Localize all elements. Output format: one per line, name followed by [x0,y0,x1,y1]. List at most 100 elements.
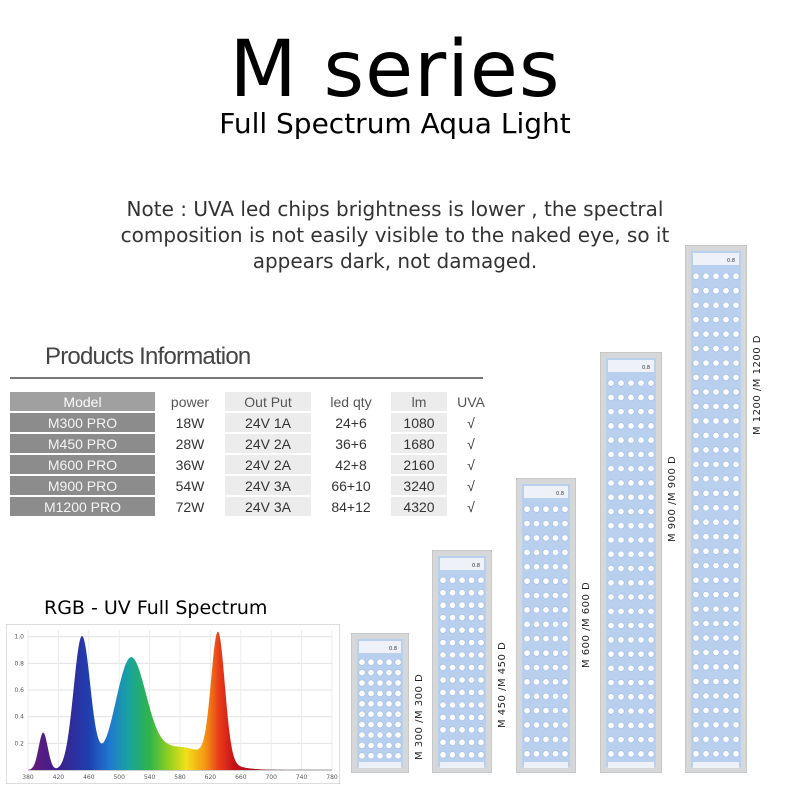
led-chip [385,658,393,666]
led-chip [627,450,635,458]
led-chip [542,577,550,585]
led-chip [561,707,569,715]
led-chip [637,750,645,758]
led-chip [732,518,740,526]
led-chip [607,536,615,544]
x-tick-label: 380 [22,774,34,781]
led-chip [477,676,485,684]
led-chip [448,726,456,734]
led-chip [627,607,635,615]
fixture-body: 0.8 [684,244,748,774]
led-chip [367,700,375,708]
led-chip [439,626,447,634]
led-chip [722,706,730,714]
led-chip [477,589,485,597]
led-chip [439,639,447,647]
led-chip [607,436,615,444]
led-chip [448,576,456,584]
led-chip [385,721,393,729]
led-chip [542,664,550,672]
table-row: M600 PRO 36W 24V 2A 42+8 2160 √ [10,455,495,474]
led-chip [637,621,645,629]
led-chip [702,591,710,599]
led-chip [439,751,447,759]
led-chip [607,379,615,387]
led-chip [712,576,720,584]
led-chip [542,548,550,556]
led-chip [627,522,635,530]
led-chip [627,508,635,516]
led-chip [561,692,569,700]
led-chip [523,721,531,729]
led-chip [732,359,740,367]
led-chip [692,648,700,656]
led-chip [477,713,485,721]
led-chip [692,345,700,353]
led-chip [532,577,540,585]
led-chip [458,651,466,659]
led-chip [722,272,730,280]
led-chip [467,614,475,622]
x-tick-label: 620 [205,774,217,781]
led-chip [722,547,730,555]
led-chip [647,621,655,629]
led-chip [722,518,730,526]
led-chip [542,678,550,686]
led-chip [637,721,645,729]
led-chip [732,692,740,700]
led-chip [523,606,531,614]
led-chip [702,489,710,497]
led-chip [385,679,393,687]
led-chip [712,504,720,512]
products-heading: Products Information [45,343,251,370]
led-chip [732,388,740,396]
led-chip [722,677,730,685]
led-chip [542,635,550,643]
led-chip [637,593,645,601]
led-chip [385,689,393,697]
led-chip [458,639,466,647]
led-chip [647,607,655,615]
led-chip [394,710,402,718]
fixture-header-plate [440,558,484,570]
page-title: M series [229,25,561,115]
fixture-badge: 0.8 [472,563,480,569]
led-chip [551,721,559,729]
led-chip [647,664,655,672]
led-chip [532,649,540,657]
led-chip [702,504,710,512]
table-cell: 24V 2A [225,434,311,453]
led-chip [477,576,485,584]
led-chip [394,669,402,677]
table-cell: 84+12 [331,498,371,515]
led-chip [702,403,710,411]
led-chip [617,522,625,530]
led-chip [722,562,730,570]
led-chip [448,751,456,759]
led-chip [385,752,393,760]
led-chip [627,550,635,558]
y-tick-label: 0.8 [14,660,24,667]
led-chip [722,475,730,483]
y-tick-label: 0.2 [14,740,24,747]
led-chip [637,436,645,444]
led-chip [394,752,402,760]
y-tick-label: 0.4 [14,714,24,721]
led-fixture: 0.8 [350,632,410,774]
led-chip [551,606,559,614]
led-chip [722,403,730,411]
led-chip [712,301,720,309]
led-chip [561,649,569,657]
led-chip [627,721,635,729]
led-chip [367,752,375,760]
led-chip [692,562,700,570]
note-line: Note : UVA led chips brightness is lower… [126,197,664,221]
led-chip [712,272,720,280]
fixture-footer-plate [693,762,739,768]
led-chip [607,679,615,687]
led-chip [647,565,655,573]
led-chip [712,619,720,627]
led-chip [637,479,645,487]
led-chip [607,607,615,615]
led-chip [607,593,615,601]
